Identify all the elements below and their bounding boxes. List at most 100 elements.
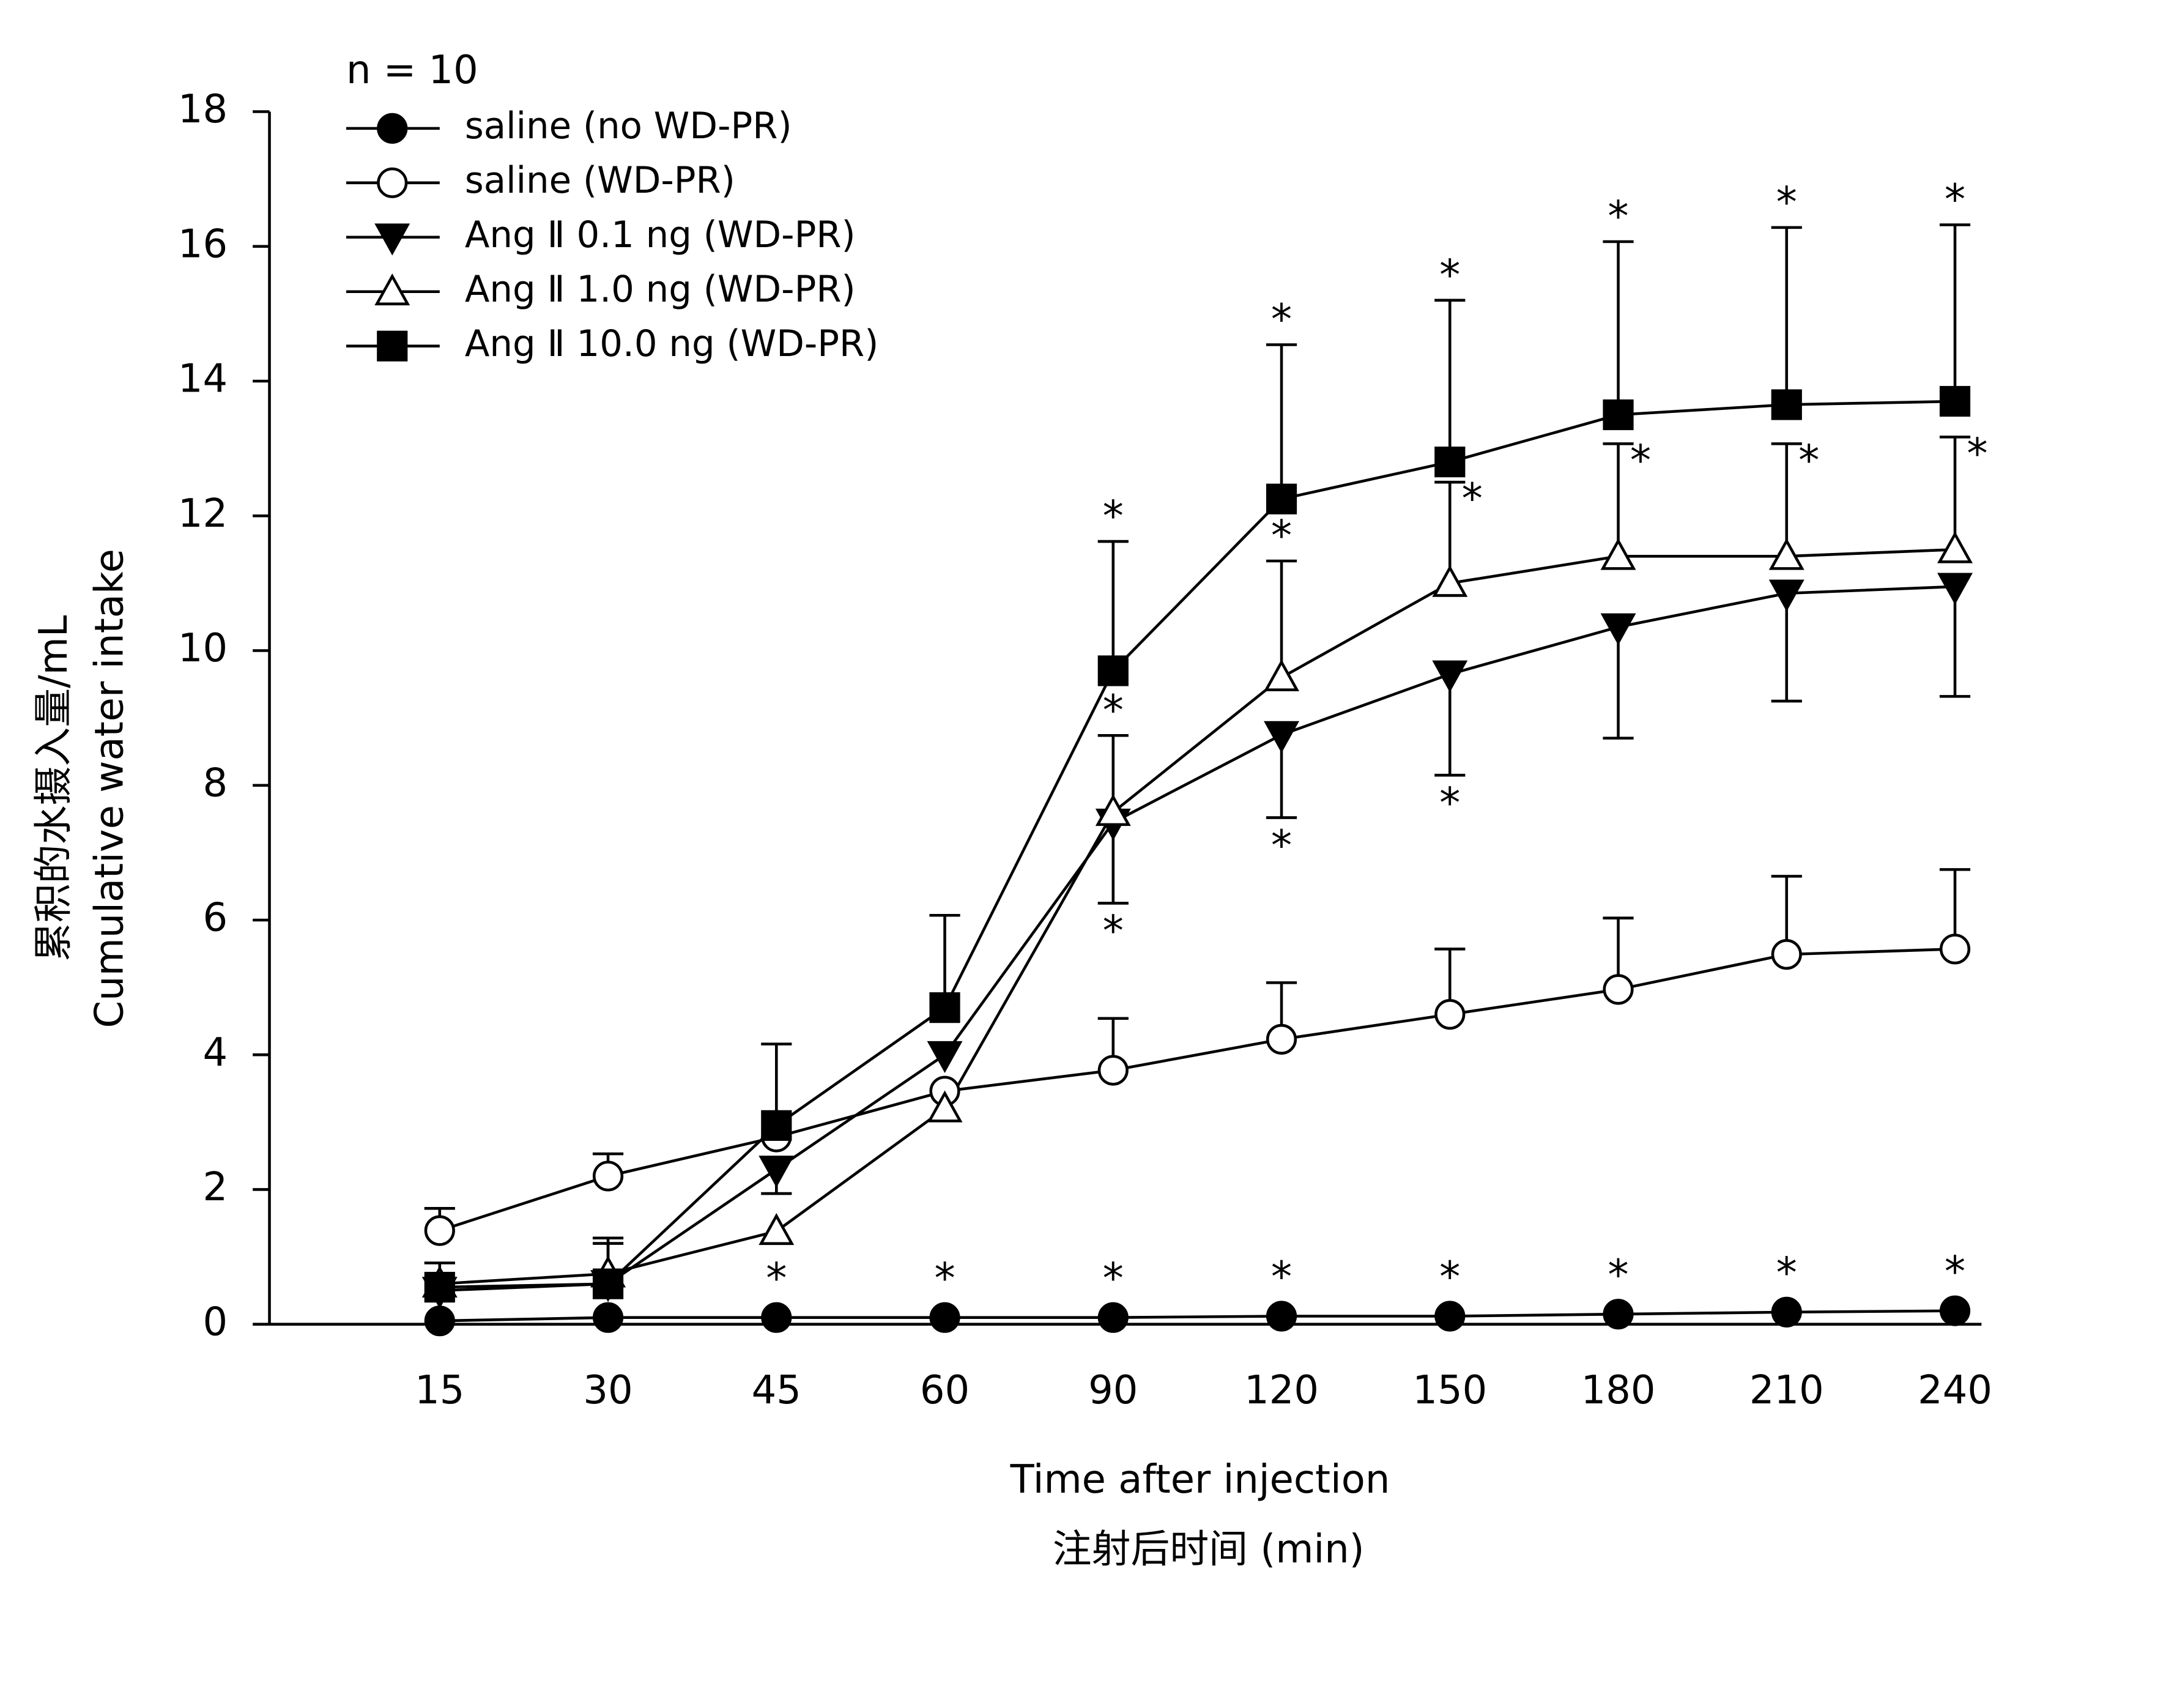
significance: *: [1967, 429, 1987, 478]
legend-title: n = 10: [346, 48, 478, 93]
legend-marker: [377, 330, 408, 362]
significance: *: [1776, 1249, 1797, 1298]
point: [424, 1305, 455, 1337]
point: [927, 1041, 963, 1074]
legend-marker: [374, 273, 410, 306]
y-tick-label: 0: [202, 1299, 228, 1345]
significance: *: [1103, 492, 1124, 541]
significance: *: [1462, 475, 1483, 524]
point: [592, 1268, 624, 1299]
y-tick-label: 8: [202, 760, 228, 806]
error-bar: [1771, 442, 1802, 557]
y-tick-label: 10: [178, 626, 228, 671]
significance: *: [1608, 192, 1628, 241]
x-tick-label: 120: [1244, 1368, 1319, 1413]
x-axis-label: Time after injection: [1010, 1457, 1390, 1502]
significance: *: [1271, 511, 1292, 560]
point: [1434, 447, 1466, 478]
point: [1603, 1299, 1634, 1330]
error-bar: [1939, 436, 1971, 550]
point: [1939, 1295, 1971, 1326]
point: [1264, 659, 1300, 691]
error-bar: [1939, 586, 1971, 698]
point: [758, 1212, 795, 1246]
x-tick-label: 180: [1581, 1368, 1656, 1413]
error-bar: [1097, 540, 1129, 671]
significance: *: [1945, 176, 1965, 225]
y-tick-label: 12: [178, 491, 228, 537]
legend-label: Ang Ⅱ 0.1 ng (WD-PR): [465, 214, 856, 256]
series-line: [439, 548, 1956, 1285]
x-tick-label: 150: [1412, 1368, 1487, 1413]
point: [761, 1302, 792, 1333]
point: [1768, 538, 1804, 570]
significance: *: [1103, 907, 1124, 956]
point: [927, 1090, 963, 1123]
point: [1095, 793, 1131, 826]
legend-marker: [377, 167, 408, 198]
error-bar: [1266, 559, 1297, 678]
point: [1771, 389, 1802, 420]
legend-label: saline (no WD-PR): [465, 105, 792, 147]
series-line: [439, 399, 1956, 1289]
x-tick-label: 15: [415, 1368, 464, 1413]
point: [761, 1110, 792, 1141]
x-tick-label: 210: [1749, 1368, 1824, 1413]
error-bar: [1603, 442, 1634, 557]
point: [1771, 939, 1802, 970]
point: [1266, 1301, 1297, 1332]
series-line: [439, 585, 1956, 1292]
x-tick-label: 60: [920, 1368, 970, 1413]
point: [1768, 579, 1804, 612]
y-axis-label: 累积的水摄入量/mL: [31, 615, 76, 962]
error-bar: [1434, 299, 1466, 462]
significance: *: [1439, 779, 1460, 828]
significance: *: [1439, 251, 1460, 300]
y-tick-label: 18: [178, 87, 228, 132]
error-bar: [1771, 226, 1802, 405]
x-tick-label: 45: [752, 1368, 801, 1413]
point: [1939, 385, 1971, 417]
significance: *: [1798, 436, 1819, 485]
x-tick-label: 30: [583, 1368, 632, 1413]
legend-marker: [377, 113, 408, 144]
point: [1603, 974, 1634, 1005]
point: [1600, 538, 1636, 570]
point: [1937, 531, 1973, 563]
error-bar: [1603, 240, 1634, 415]
error-bar: [1939, 223, 1971, 402]
point: [1432, 660, 1468, 692]
significance: *: [1271, 1253, 1292, 1302]
point: [1600, 613, 1636, 645]
significance: *: [1776, 178, 1797, 227]
point: [1097, 1302, 1129, 1333]
point: [592, 1302, 624, 1333]
error-bar: [929, 913, 960, 1008]
significance: *: [1103, 1254, 1124, 1303]
point: [1097, 1055, 1129, 1086]
y-tick-label: 4: [202, 1030, 228, 1075]
series-line: [439, 948, 1956, 1232]
significance: *: [1439, 1253, 1460, 1302]
point: [1264, 721, 1300, 753]
point: [424, 1215, 455, 1246]
significance: *: [1608, 1250, 1628, 1299]
legend-label: Ang Ⅱ 1.0 ng (WD-PR): [465, 268, 856, 310]
point: [1266, 1023, 1297, 1055]
series-line: [439, 1309, 1956, 1323]
point: [1434, 1301, 1466, 1332]
point: [592, 1160, 624, 1192]
y-tick-label: 6: [202, 896, 228, 941]
significance: *: [1271, 821, 1292, 870]
error-bar: [1266, 343, 1297, 499]
point: [1937, 573, 1973, 605]
significance: *: [766, 1254, 787, 1303]
significance: *: [1630, 436, 1651, 485]
point: [1097, 655, 1129, 686]
legend-label: Ang Ⅱ 10.0 ng (WD-PR): [465, 322, 879, 365]
x-tick-label: 90: [1088, 1368, 1138, 1413]
legend-label: saline (WD-PR): [465, 159, 735, 201]
significance: *: [1945, 1247, 1965, 1296]
point: [929, 992, 960, 1023]
